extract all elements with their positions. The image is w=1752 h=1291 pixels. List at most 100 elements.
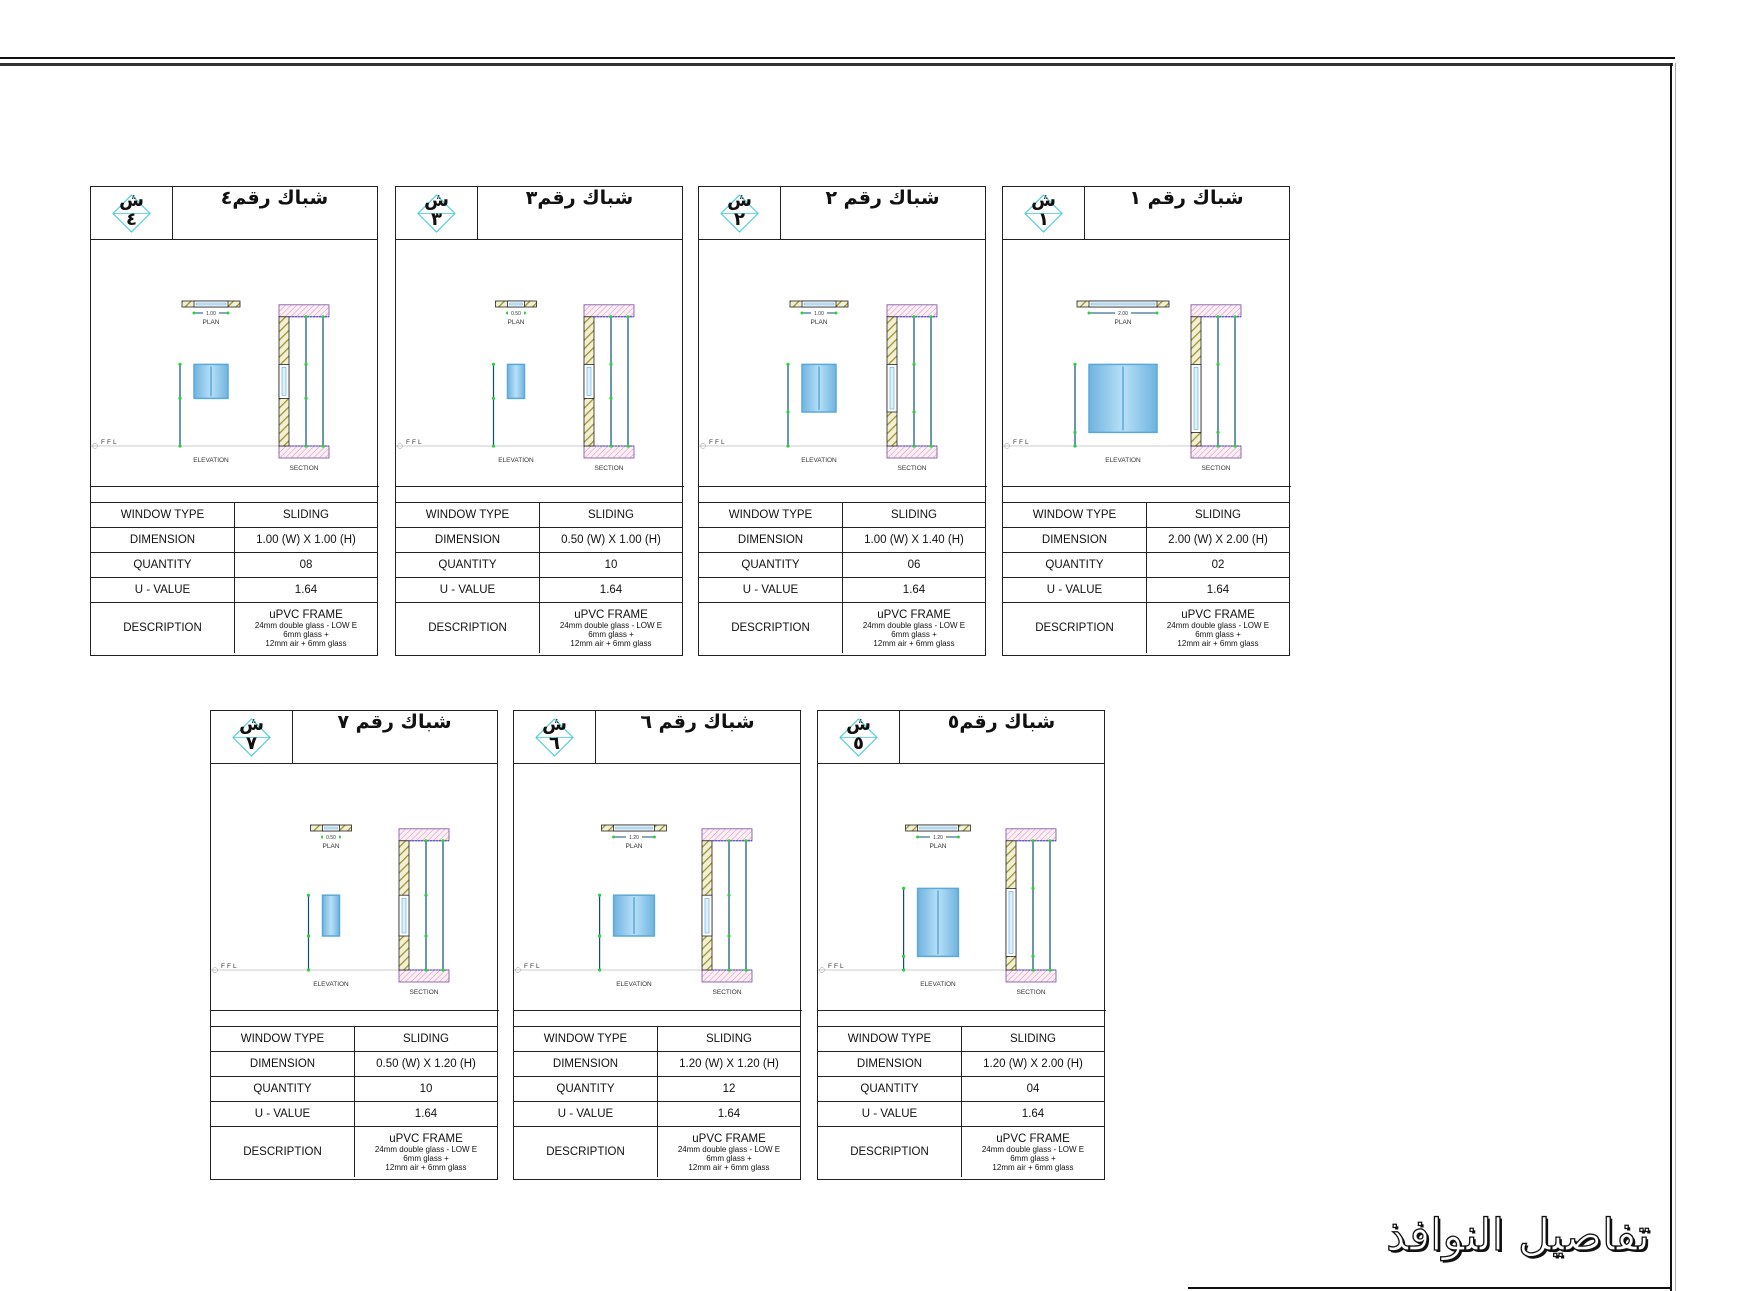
label-u-value: U - VALUE [1003, 577, 1147, 603]
tag-letter: ش [239, 714, 264, 735]
frame-right-outer-line [1675, 63, 1676, 1291]
desc-line: 12mm air + 6mm glass [265, 638, 347, 648]
card-header: ش ٤ شباك رقم٤ [91, 187, 377, 240]
label-dimension: DIMENSION [91, 527, 235, 553]
value-quantity: 12 [657, 1076, 800, 1102]
value-description: uPVC FRAME 24mm double glass - LOW E 6mm… [961, 1126, 1104, 1177]
section-view: SECTION [583, 304, 635, 472]
value-u-value: 1.64 [354, 1101, 497, 1127]
section-view: SECTION [701, 828, 753, 996]
label-window-type: WINDOW TYPE [211, 1027, 355, 1052]
section-label: SECTION [1202, 465, 1231, 472]
desc-line: 12mm air + 6mm glass [385, 1162, 467, 1172]
value-window-type: SLIDING [1009, 1033, 1056, 1045]
label-dimension: DIMENSION [818, 1051, 962, 1077]
desc-line: 24mm double glass - LOW E [254, 620, 358, 630]
value-u-value: 1.64 [657, 1101, 800, 1127]
table-row: DIMENSION 1.20 (W) X 2.00 (H) [818, 1051, 1104, 1077]
window-elevation [321, 894, 341, 937]
top-border-line [0, 57, 1675, 59]
value-quantity: 08 [234, 552, 377, 578]
elevation-label: ELEVATION [616, 981, 652, 988]
plan-view: 0.50 PLAN [495, 300, 537, 326]
window-tag: ش ٣ [396, 187, 478, 239]
plan-view: 1.20 PLAN [601, 824, 667, 850]
window-elevation [506, 363, 526, 400]
ffl-label: FFL [828, 963, 846, 970]
frame-right-line [1670, 63, 1672, 1291]
table-row: QUANTITY 08 [91, 552, 377, 578]
label-window-type: WINDOW TYPE [396, 503, 540, 528]
value-description: uPVC FRAME 24mm double glass - LOW E 6mm… [657, 1126, 800, 1177]
window-drawing: 2.00 PLAN FFL ELEVATION SECTION [1003, 300, 1242, 472]
frame-top-line [0, 63, 1673, 66]
value-description: uPVC FRAME 24mm double glass - LOW E 6mm… [842, 602, 985, 653]
window-drawing: 1.00 PLAN FFL ELEVATION SECTION [699, 300, 938, 472]
tag-number: ٧ [246, 733, 257, 754]
diamond-tag-icon [417, 194, 456, 233]
diamond-tag-icon [720, 194, 759, 233]
label-quantity: QUANTITY [396, 552, 540, 578]
table-row: WINDOW TYPE SLIDING [211, 1027, 497, 1052]
section-label: SECTION [410, 989, 439, 996]
table-row: U - VALUE 1.64 [699, 577, 985, 603]
window-tag: ش ٧ [211, 711, 293, 763]
spacer-row [818, 1010, 1104, 1027]
plan-dimension: 2.00 [1118, 311, 1128, 317]
window-card: ش ٥ شباك رقم٥ 1.20 PLAN FFL ELEVATION [817, 710, 1106, 1180]
label-dimension: DIMENSION [1003, 527, 1147, 553]
table-row: DESCRIPTION uPVC FRAME 24mm double glass… [818, 1126, 1104, 1177]
value-window-type: SLIDING [282, 509, 329, 521]
elevation-label: ELEVATION [498, 457, 534, 464]
section-label: SECTION [595, 465, 624, 472]
label-u-value: U - VALUE [91, 577, 235, 603]
card-header: ش ٣ شباك رقم٣ [396, 187, 682, 240]
value-window-type: SLIDING [705, 1033, 752, 1045]
value-dimension: 2.00 (W) X 2.00 (H) [1146, 527, 1289, 553]
value-quantity: 06 [842, 552, 985, 578]
window-card: ش ٢ شباك رقم ٢ 1.00 PLAN FFL ELEVATION [698, 186, 987, 656]
plan-label: PLAN [811, 319, 828, 326]
label-description: DESCRIPTION [1003, 602, 1147, 653]
section-view: SECTION [886, 304, 938, 472]
value-quantity: 10 [354, 1076, 497, 1102]
tag-number: ٦ [549, 733, 560, 754]
desc-line: 12mm air + 6mm glass [992, 1162, 1074, 1172]
card-header: ش ٧ شباك رقم ٧ [211, 711, 497, 764]
spacer-row [514, 1010, 800, 1027]
tag-letter: ش [1031, 190, 1056, 211]
spacer-row [211, 1010, 497, 1027]
label-window-type: WINDOW TYPE [91, 503, 235, 528]
desc-line: 6mm glass + [891, 629, 937, 639]
table-row: U - VALUE 1.64 [514, 1101, 800, 1127]
section-label: SECTION [1017, 989, 1046, 996]
plan-label: PLAN [930, 843, 947, 850]
table-row: QUANTITY 06 [699, 552, 985, 578]
value-description: uPVC FRAME 24mm double glass - LOW E 6mm… [354, 1126, 497, 1177]
value-description: uPVC FRAME 24mm double glass - LOW E 6mm… [539, 602, 682, 653]
elevation-label: ELEVATION [193, 457, 229, 464]
title-underline [1188, 1287, 1670, 1289]
spacer-row [396, 486, 682, 503]
spec-table: WINDOW TYPE SLIDING DIMENSION 1.00 (W) X 1… [91, 503, 377, 653]
table-row: DESCRIPTION uPVC FRAME 24mm double glass… [1003, 602, 1289, 653]
label-description: DESCRIPTION [818, 1126, 962, 1177]
window-card: ش ٧ شباك رقم ٧ 0.50 PLAN FFL ELEVATION [210, 710, 499, 1180]
window-tag: ش ٥ [818, 711, 900, 763]
window-title: شباك رقم ٦ [640, 711, 755, 733]
tag-number: ٣ [431, 209, 442, 230]
label-quantity: QUANTITY [91, 552, 235, 578]
card-header: ش ٦ شباك رقم ٦ [514, 711, 800, 764]
drawing-area: 2.00 PLAN FFL ELEVATION SECTION [1003, 239, 1291, 487]
desc-main: uPVC FRAME [269, 608, 343, 621]
drawing-area: 1.20 PLAN FFL ELEVATION SECTION [818, 763, 1106, 1011]
label-u-value: U - VALUE [818, 1101, 962, 1127]
label-u-value: U - VALUE [699, 577, 843, 603]
label-window-type: WINDOW TYPE [1003, 503, 1147, 528]
window-title: شباك رقم ١ [1129, 187, 1244, 209]
section-label: SECTION [898, 465, 927, 472]
value-u-value: 1.64 [961, 1101, 1104, 1127]
plan-label: PLAN [203, 319, 220, 326]
diamond-tag-icon [112, 194, 151, 233]
desc-line: 12mm air + 6mm glass [1177, 638, 1259, 648]
